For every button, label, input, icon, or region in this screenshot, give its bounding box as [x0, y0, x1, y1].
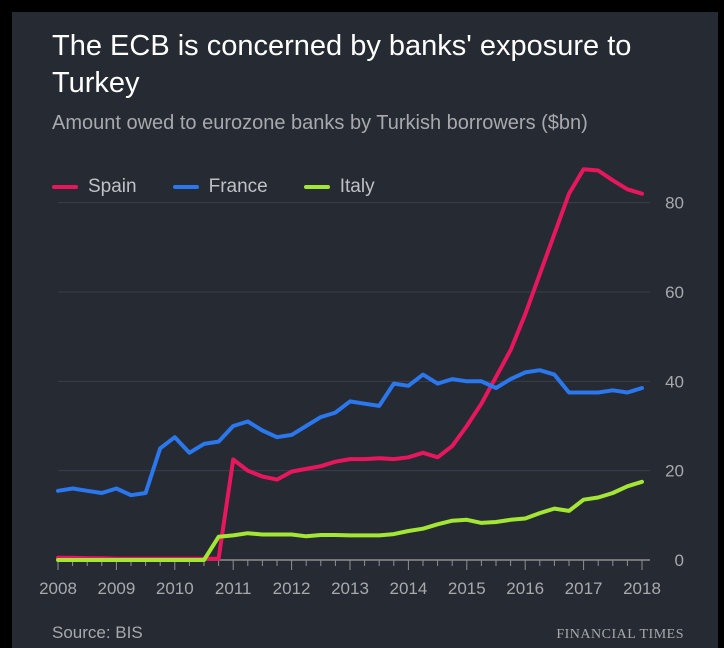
legend-swatch-spain — [52, 185, 78, 189]
legend-label-france: France — [208, 176, 268, 197]
x-tick-label-2008: 2008 — [39, 579, 77, 598]
series-line-italy — [56, 479, 644, 562]
x-tick-label-2016: 2016 — [506, 579, 544, 598]
legend-item-france: France — [172, 176, 268, 198]
legend-swatch-italy — [303, 185, 330, 189]
legend-item-italy: Italy — [303, 176, 375, 198]
source-note: Source: BIS — [52, 623, 143, 642]
x-tick-label-2017: 2017 — [565, 579, 603, 598]
x-tick-label-2018: 2018 — [623, 579, 661, 598]
chart-subtitle: Amount owed to eurozone banks by Turkish… — [52, 112, 588, 134]
y-tick-label-80: 80 — [665, 194, 684, 213]
x-tick-label-2015: 2015 — [448, 579, 486, 598]
legend-label-spain: Spain — [88, 176, 137, 197]
x-tick-label-2012: 2012 — [273, 579, 311, 598]
legend-label-italy: Italy — [339, 176, 375, 197]
x-tick-label-2014: 2014 — [389, 579, 427, 598]
chart-title: The ECB is concerned by banks' exposure … — [52, 30, 632, 99]
line-chart: 0 20 40 60 80 2008 2009 2010 2011 2012 2013 2014 201… — [39, 167, 684, 598]
series-line-spain — [56, 167, 644, 561]
x-tick-label-2011: 2011 — [215, 579, 252, 598]
y-tick-label-40: 40 — [665, 372, 684, 391]
chart-panel: The ECB is concerned by banks' exposure … — [12, 12, 718, 648]
chart-legend: Spain France Italy — [52, 175, 411, 199]
legend-swatch-france — [172, 185, 199, 189]
x-tick-label-2013: 2013 — [331, 579, 369, 598]
y-tick-label-20: 20 — [665, 462, 684, 481]
x-tick-label-2009: 2009 — [97, 579, 135, 598]
y-tick-label-0: 0 — [675, 551, 684, 570]
legend-item-spain: Spain — [52, 176, 137, 198]
ft-logo: FINANCIAL TIMES — [556, 627, 684, 642]
y-tick-label-60: 60 — [665, 283, 684, 302]
x-tick-label-2010: 2010 — [156, 579, 194, 598]
series-line-france — [56, 368, 644, 498]
